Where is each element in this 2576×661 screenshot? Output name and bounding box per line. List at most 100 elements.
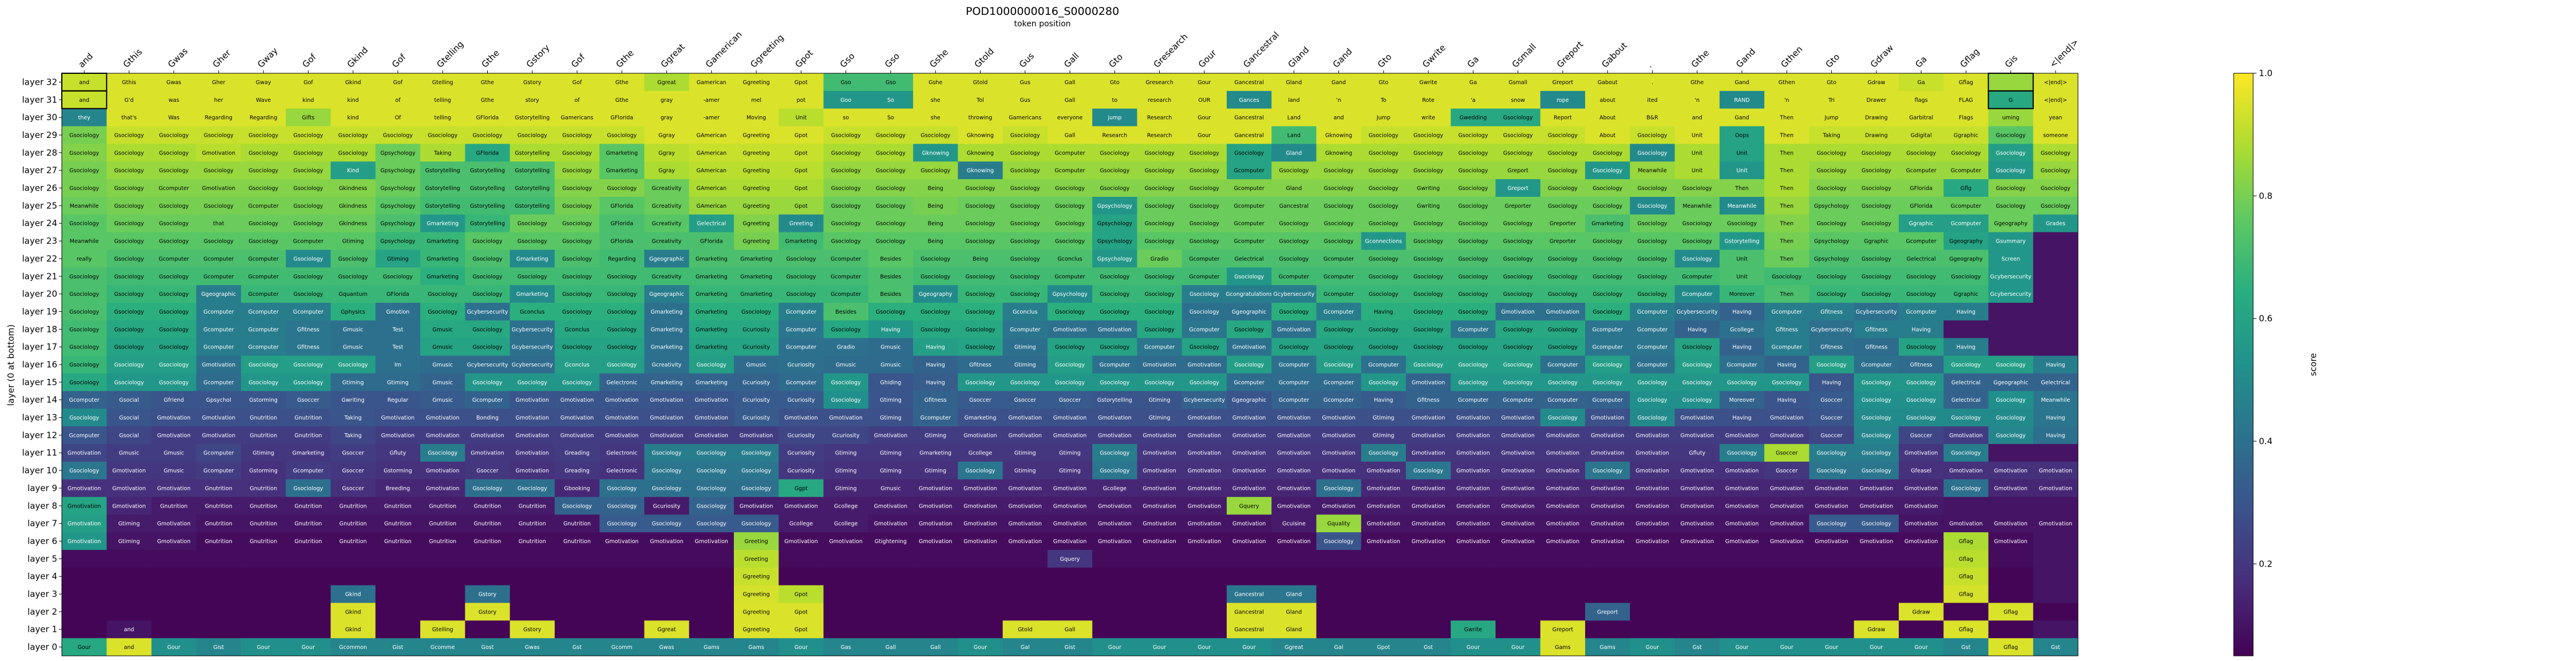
- cell-label: Gmotivation: [1725, 468, 1759, 474]
- cell-label: Being: [928, 203, 943, 209]
- chart-subtitle: token position: [1014, 19, 1070, 29]
- cell-label: Gwedding: [1460, 115, 1487, 121]
- y-tick-label: layer 29: [22, 130, 58, 140]
- heatmap-cell: [1943, 320, 1989, 339]
- heatmap-cell: [1809, 250, 1855, 268]
- heatmap-cell: [465, 144, 511, 162]
- cell-label: Gmotivation: [1681, 485, 1714, 492]
- cell-label: Gsociology: [1817, 185, 1847, 192]
- heatmap-cell: [868, 90, 914, 109]
- cell-label: Gpot: [795, 80, 808, 86]
- cell-label: Gsociology: [1458, 150, 1488, 156]
- heatmap-cell: [286, 567, 331, 586]
- cell-label: Gsociology: [1906, 379, 1936, 386]
- y-tick-label: layer 24: [22, 218, 58, 228]
- heatmap-cell: [1674, 73, 1720, 92]
- cell-label: Ggreeting: [743, 592, 770, 598]
- heatmap-cell: [420, 196, 465, 215]
- cell-label: Ggraphic: [1954, 291, 1978, 298]
- cell-label: Gsociology: [1369, 450, 1398, 457]
- heatmap-cell: [1271, 144, 1317, 162]
- heatmap-cell: [1898, 126, 1944, 144]
- cell-label: GAmerican: [697, 132, 727, 138]
- cell-label: Gnutrition: [250, 503, 277, 509]
- cell-label: Then: [1779, 150, 1793, 156]
- cell-label: Gsociology: [2041, 203, 2071, 209]
- cell-label: Gcomputer: [203, 450, 234, 457]
- heatmap-cell: [734, 196, 779, 215]
- cell-label: Gwriting: [1417, 203, 1440, 209]
- cell-label: Gsoccer: [1820, 433, 1842, 439]
- cell-label: Gsociology: [1548, 203, 1578, 209]
- heatmap-cell: [1002, 232, 1048, 250]
- heatmap-cell: [151, 567, 197, 586]
- cell-label: Gland: [1286, 80, 1302, 86]
- cell-label: Gsociology: [248, 168, 278, 174]
- heatmap-cell: [1182, 161, 1227, 180]
- cell-label: Gsociology: [1862, 221, 1891, 227]
- heatmap-cell: [1898, 90, 1944, 109]
- heatmap-cell: [62, 196, 107, 215]
- cell-label: Gsociology: [2041, 168, 2071, 174]
- cell-label: <|end|>: [2044, 97, 2067, 104]
- cell-label: Having: [1732, 415, 1751, 421]
- cell-label: Gsociology: [562, 168, 592, 174]
- cell-label: Gmotivation: [1770, 433, 1803, 439]
- cell-label: Gsocial: [119, 433, 139, 439]
- cell-label: Gquality: [1327, 521, 1350, 527]
- cell-label: Gsociology: [69, 168, 99, 174]
- cell-label: Gmusic: [746, 362, 766, 369]
- heatmap-cell: [1854, 108, 1899, 126]
- cell-label: Gsociology: [1682, 362, 1712, 369]
- cell-label: Gmotivation: [1681, 433, 1714, 439]
- heatmap-cell: [868, 567, 914, 586]
- heatmap-cell: [2033, 303, 2079, 321]
- heatmap-cell: [106, 549, 152, 568]
- heatmap-cell: [1002, 90, 1048, 109]
- cell-label: Gsociology: [1996, 433, 2026, 439]
- heatmap-cell: [286, 90, 331, 109]
- heatmap-cell: [1406, 179, 1451, 197]
- heatmap-cell: [2033, 567, 2079, 586]
- cell-label: Then: [1779, 168, 1793, 174]
- cell-label: Gnutrition: [563, 521, 591, 527]
- cell-label: Gsociology: [741, 468, 771, 474]
- heatmap-cell: [1226, 90, 1272, 109]
- heatmap-cell: [196, 126, 242, 144]
- heatmap-cell: [1092, 144, 1137, 162]
- heatmap-cell: [913, 567, 958, 586]
- cell-label: Oops: [1735, 132, 1749, 138]
- heatmap-cell: [1406, 585, 1451, 603]
- heatmap-cell: [1943, 161, 1989, 180]
- heatmap-cell: [779, 250, 824, 268]
- heatmap-cell: [375, 73, 421, 92]
- heatmap-cell: [1092, 214, 1137, 233]
- cell-label: Greport: [1552, 627, 1574, 633]
- cell-label: Gsoccer: [342, 468, 364, 474]
- cell-label: GAmerican: [697, 185, 727, 192]
- cell-label: Gmotivation: [516, 415, 549, 421]
- heatmap-cell: [1451, 161, 1496, 180]
- cell-label: Gmotivation: [1277, 433, 1310, 439]
- cell-label: Gcybersecurity: [1184, 397, 1225, 403]
- cell-label: Then: [1779, 291, 1793, 298]
- heatmap-cell: [1898, 214, 1944, 233]
- cell-label: Gdigital: [1911, 132, 1932, 138]
- cell-label: they: [78, 115, 91, 121]
- cell-label: Im: [394, 362, 401, 369]
- cell-label: Gpsychology: [380, 185, 416, 192]
- cell-label: Gsociology: [1593, 468, 1622, 474]
- cell-label: Being: [928, 185, 943, 192]
- heatmap-cell: [1406, 603, 1451, 621]
- cell-label: Gsociology: [966, 468, 995, 474]
- cell-label: that's: [121, 115, 137, 121]
- cell-label: Gmotivation: [1232, 415, 1266, 421]
- cell-label: Gal: [1021, 644, 1030, 651]
- cell-label: Gmotivation: [1009, 503, 1042, 509]
- cell-label: story: [526, 97, 539, 104]
- cell-label: Gsociology: [1413, 362, 1443, 369]
- cell-label: Gour: [1780, 644, 1793, 651]
- cell-label: Gmotivation: [1905, 539, 1938, 545]
- heatmap-cell: [509, 549, 555, 568]
- cell-label: Gtiming: [1059, 450, 1081, 457]
